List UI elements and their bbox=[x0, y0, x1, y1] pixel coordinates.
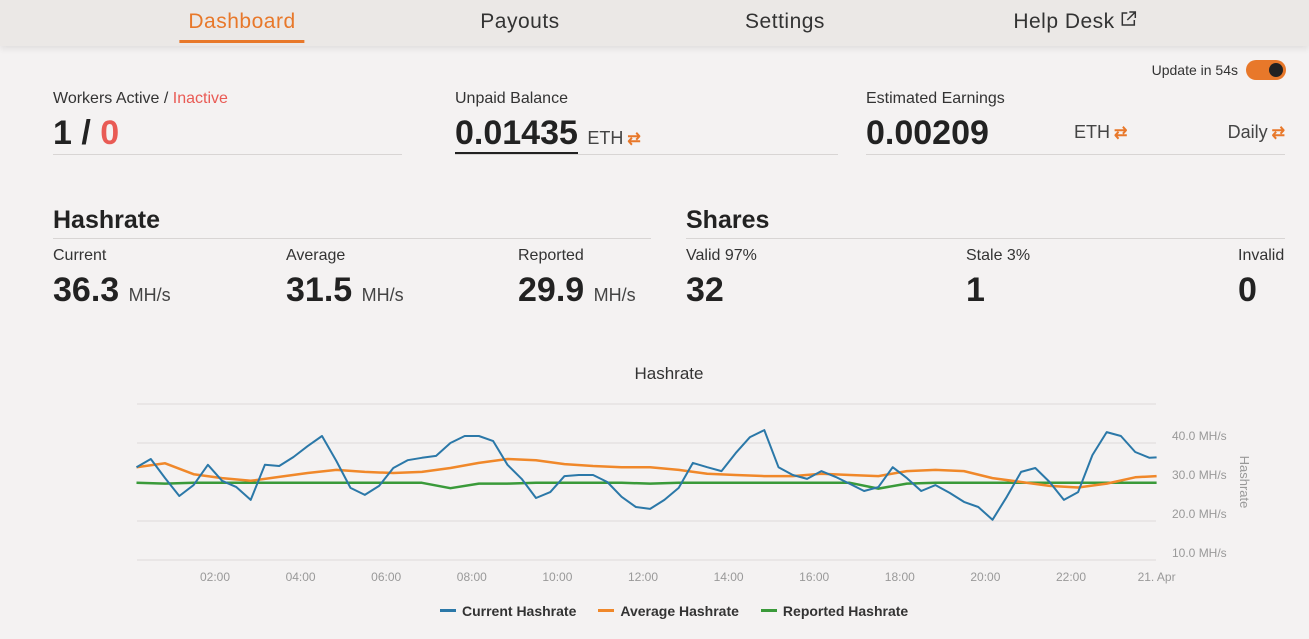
legend-average-label: Average Hashrate bbox=[620, 603, 739, 619]
estimated-unit[interactable]: ETH bbox=[1074, 122, 1110, 142]
top-nav: Dashboard Payouts Settings Help Desk bbox=[0, 0, 1309, 46]
current-unit: MH/s bbox=[128, 285, 171, 305]
unpaid-balance-card: Unpaid Balance 0.01435 ETH ⇄ bbox=[455, 90, 838, 155]
unpaid-balance-label: Unpaid Balance bbox=[455, 90, 568, 107]
auto-update-toggle[interactable] bbox=[1246, 60, 1286, 80]
x-tick-label: 22:00 bbox=[1056, 570, 1086, 584]
average-value: 31.5 bbox=[286, 271, 353, 309]
x-tick-label: 12:00 bbox=[628, 570, 658, 584]
auto-update: Update in 54s bbox=[1152, 60, 1286, 80]
x-tick-label: 04:00 bbox=[286, 570, 316, 584]
x-tick-label: 10:00 bbox=[542, 570, 572, 584]
stale-value: 1 bbox=[966, 271, 985, 309]
estimated-earnings-label: Estimated Earnings bbox=[866, 90, 1005, 107]
stale-label: Stale 3% bbox=[966, 247, 1031, 264]
current-label: Current bbox=[53, 247, 107, 264]
hashrate-heading: Hashrate bbox=[53, 206, 651, 239]
unpaid-balance-value: 0.01435 bbox=[455, 114, 578, 154]
invalid-value: 0 bbox=[1238, 271, 1257, 309]
workers-card: Workers Active / Inactive 1 / 0 bbox=[53, 90, 402, 155]
estimated-period[interactable]: Daily bbox=[1227, 122, 1268, 142]
workers-inactive-label: Inactive bbox=[172, 90, 228, 107]
valid-shares: Valid 97% 32 bbox=[686, 247, 757, 307]
reported-value: 29.9 bbox=[518, 271, 585, 309]
legend-reported-label: Reported Hashrate bbox=[782, 603, 909, 619]
x-tick-label: 18:00 bbox=[885, 570, 915, 584]
estimated-earnings-value: 0.00209 bbox=[866, 114, 989, 152]
legend-average[interactable]: Average Hashrate bbox=[598, 603, 739, 619]
chart-legend: Current Hashrate Average Hashrate Report… bbox=[440, 603, 908, 619]
chart-title: Hashrate bbox=[634, 364, 704, 383]
estimated-earnings-card: Estimated Earnings 0.00209 ETH ⇄ Daily ⇄ bbox=[866, 90, 1285, 155]
series-line-average-hashrate bbox=[136, 457, 1157, 489]
swap-period-icon[interactable]: ⇄ bbox=[1271, 125, 1285, 142]
workers-label-separator: / bbox=[159, 90, 173, 107]
workers-inactive-count: 0 bbox=[100, 114, 120, 152]
reported-hashrate: Reported 29.9 MH/s bbox=[518, 247, 636, 307]
average-hashrate: Average 31.5 MH/s bbox=[286, 247, 404, 307]
x-tick-label: 20:00 bbox=[970, 570, 1000, 584]
update-countdown: Update in 54s bbox=[1151, 62, 1238, 78]
workers-active-label: Workers Active bbox=[53, 90, 160, 107]
swap-currency-icon[interactable]: ⇄ bbox=[627, 131, 641, 148]
swap-currency-icon[interactable]: ⇄ bbox=[1114, 125, 1128, 142]
average-label: Average bbox=[286, 247, 346, 264]
tab-dashboard[interactable]: Dashboard bbox=[179, 10, 305, 43]
y-axis-label: Hashrate bbox=[1237, 456, 1252, 509]
legend-reported[interactable]: Reported Hashrate bbox=[760, 603, 909, 619]
shares-heading: Shares bbox=[686, 206, 1285, 239]
y-tick-label: 20.0 MH/s bbox=[1172, 507, 1227, 521]
legend-current[interactable]: Current Hashrate bbox=[440, 603, 576, 619]
series-line-reported-hashrate bbox=[136, 481, 1157, 490]
x-tick-label: 21. Apr bbox=[1138, 570, 1176, 584]
reported-unit: MH/s bbox=[593, 285, 636, 305]
x-tick-label: 02:00 bbox=[200, 570, 230, 584]
workers-separator: / bbox=[71, 114, 101, 152]
workers-active-count: 1 bbox=[53, 114, 72, 152]
legend-current-label: Current Hashrate bbox=[462, 603, 577, 619]
invalid-label: Invalid bbox=[1238, 247, 1285, 264]
x-tick-label: 06:00 bbox=[371, 570, 401, 584]
y-tick-label: 30.0 MH/s bbox=[1172, 468, 1227, 482]
reported-label: Reported bbox=[518, 247, 584, 264]
invalid-shares: Invalid 0 bbox=[1238, 247, 1284, 307]
average-unit: MH/s bbox=[361, 285, 404, 305]
external-link-icon bbox=[1121, 11, 1137, 26]
help-desk-label: Help Desk bbox=[1013, 10, 1115, 33]
y-tick-label: 10.0 MH/s bbox=[1172, 546, 1227, 560]
unpaid-unit[interactable]: ETH bbox=[587, 128, 624, 148]
x-tick-label: 16:00 bbox=[799, 570, 829, 584]
tab-payouts[interactable]: Payouts bbox=[480, 10, 560, 33]
tab-help-desk[interactable]: Help Desk bbox=[1013, 10, 1137, 34]
valid-label: Valid 97% bbox=[686, 247, 757, 264]
current-value: 36.3 bbox=[53, 271, 120, 309]
y-tick-label: 40.0 MH/s bbox=[1172, 429, 1227, 443]
tab-settings[interactable]: Settings bbox=[745, 10, 825, 33]
x-tick-label: 14:00 bbox=[714, 570, 744, 584]
series-line-current-hashrate bbox=[136, 429, 1157, 521]
stale-shares: Stale 3% 1 bbox=[966, 247, 1030, 307]
valid-value: 32 bbox=[686, 271, 724, 309]
current-hashrate: Current 36.3 MH/s bbox=[53, 247, 171, 307]
x-tick-label: 08:00 bbox=[457, 570, 487, 584]
